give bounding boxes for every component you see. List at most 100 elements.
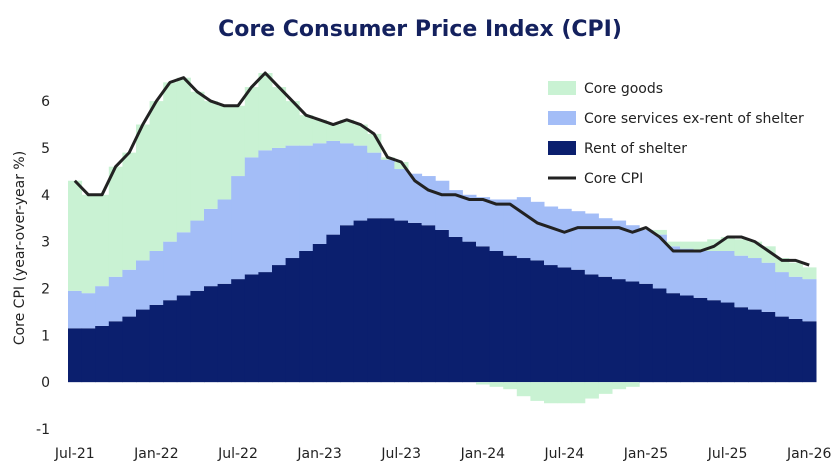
bar-segment [693, 241, 708, 251]
bar-segment [775, 272, 790, 317]
bar-segment [666, 293, 681, 383]
bar-segment [340, 143, 355, 226]
bar-segment [285, 258, 300, 383]
bar-segment [571, 211, 586, 270]
bar-segment [231, 279, 246, 383]
bar-segment [380, 159, 395, 219]
x-tick-label: Jan-24 [460, 446, 506, 462]
bar-segment [312, 119, 327, 144]
bar-segment [476, 382, 491, 385]
bar-segment [557, 267, 572, 383]
bar-segment [666, 241, 681, 247]
bar-segment [312, 143, 327, 244]
bar-segment [326, 124, 341, 141]
bar-segment [516, 197, 531, 259]
bar-segment [217, 199, 232, 284]
bar-segment [149, 101, 164, 252]
y-tick-label: 6 [41, 94, 50, 110]
bar-segment [149, 251, 164, 305]
bar-segment [693, 251, 708, 298]
bar-segment [598, 276, 613, 383]
bar-segment [503, 199, 518, 256]
bar-segment [435, 229, 450, 383]
bar-segment [516, 258, 531, 383]
bar-segment [612, 279, 627, 383]
bar-segment [625, 281, 640, 383]
bar-segment [489, 199, 504, 251]
bar-segment [788, 262, 803, 277]
bar-segment [136, 260, 151, 310]
bar-segment [802, 267, 817, 280]
bar-segment [462, 241, 477, 383]
bar-segment [340, 119, 355, 144]
legend-label: Core services ex-rent of shelter [584, 111, 804, 127]
bar-segment [503, 255, 518, 383]
x-tick-label: Jul-23 [380, 446, 421, 462]
bar-segment [680, 248, 695, 296]
bar-segment [367, 218, 382, 383]
bar-segment [244, 157, 259, 275]
bar-segment [190, 220, 205, 291]
y-axis-label: Core CPI (year-over-year %) [12, 151, 28, 345]
bar-segment [720, 302, 735, 383]
bar-segment [516, 382, 531, 397]
legend-label: Core CPI [584, 171, 643, 187]
bar-segment [122, 269, 137, 317]
bar-segment [652, 288, 667, 383]
bar-segment [367, 152, 382, 219]
bar-segment [666, 246, 681, 294]
bar-segment [340, 225, 355, 383]
bar-segment [448, 190, 463, 237]
bar-segment [748, 258, 763, 310]
bar-segment [231, 105, 246, 177]
bar-segment [217, 105, 232, 200]
bar-segment [299, 145, 314, 251]
bar-segment [489, 251, 504, 383]
bar-segment [571, 382, 586, 404]
x-tick-label: Jul-21 [54, 446, 95, 462]
bar-segment [408, 173, 423, 223]
bar-segment [557, 382, 572, 404]
cpi-line [73, 71, 810, 267]
bar-segment [421, 225, 436, 383]
bar-segment [544, 206, 559, 266]
y-tick-label: 5 [41, 141, 50, 157]
bar-segment [163, 300, 178, 383]
bar-segment [435, 180, 450, 230]
bar-segment [163, 241, 178, 301]
x-tick-label: Jan-26 [786, 446, 832, 462]
bar-segment [761, 311, 776, 383]
bar-segment [258, 150, 273, 273]
bar-segment [394, 162, 409, 170]
legend-swatch [548, 141, 576, 155]
bar-segment [652, 234, 667, 289]
bar-segment [802, 279, 817, 322]
bar-segment [612, 382, 627, 390]
y-tick-label: 2 [41, 281, 50, 297]
y-tick-label: -1 [36, 422, 50, 438]
bar-segment [421, 176, 436, 226]
bar-segment [272, 265, 287, 383]
y-tick-label: 1 [41, 328, 50, 344]
bar-segment [81, 328, 96, 383]
bar-segment [734, 255, 749, 308]
bar-segment [299, 115, 314, 146]
bar-segment [149, 304, 164, 383]
bar-segment [707, 251, 722, 301]
bar-segment [734, 307, 749, 383]
bar-segment [231, 176, 246, 280]
bar-segment [598, 218, 613, 277]
bar-segment [108, 276, 123, 322]
bar-segment [612, 220, 627, 280]
bar-segment [639, 229, 654, 284]
bar-segment [625, 382, 640, 387]
x-tick-label: Jan-22 [133, 446, 178, 462]
y-tick-label: 4 [41, 188, 50, 204]
bar-segment [190, 91, 205, 221]
bar-segment [639, 283, 654, 383]
bar-segment [163, 82, 178, 242]
x-tick-label: Jul-24 [544, 446, 585, 462]
bar-segment [408, 222, 423, 383]
bar-segment [244, 274, 259, 383]
x-tick-label: Jan-23 [296, 446, 341, 462]
